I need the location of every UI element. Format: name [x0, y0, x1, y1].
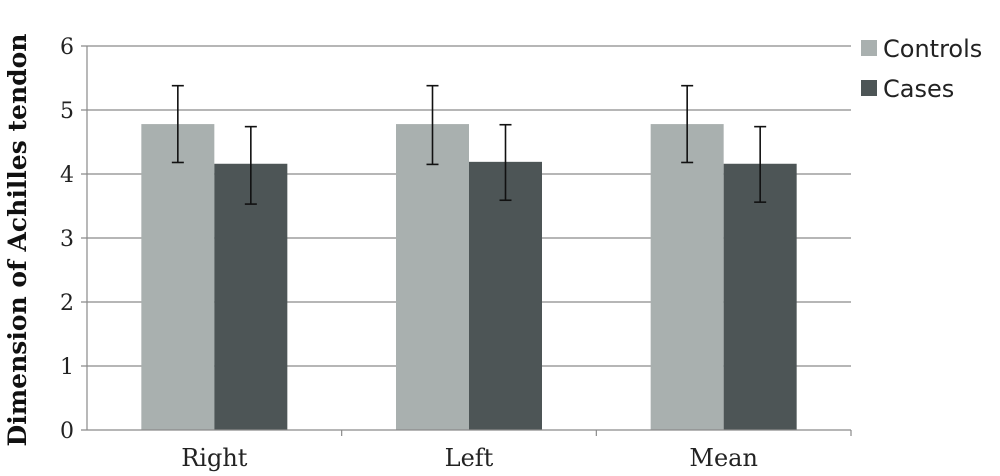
x-tick-label: Mean [689, 444, 758, 472]
x-tick-label: Right [181, 444, 248, 472]
bar [396, 124, 469, 430]
y-tick-label: 6 [60, 35, 74, 60]
y-tick-label: 5 [60, 99, 74, 124]
bar [723, 163, 797, 430]
legend: Controls Cases [861, 35, 982, 103]
legend-label: Controls [883, 35, 982, 63]
y-tick-label: 0 [60, 419, 74, 444]
error-bars [171, 84, 767, 205]
bars [141, 124, 797, 430]
legend-swatch [861, 40, 877, 56]
y-tick-label: 1 [60, 355, 74, 380]
axes: 0 1 2 3 4 5 6 Right Left Mean [60, 35, 852, 472]
y-tick-label: 4 [60, 163, 74, 188]
x-tick-label: Left [445, 444, 494, 472]
legend-label: Cases [883, 75, 954, 103]
bar [650, 124, 724, 430]
y-tick-label: 3 [60, 227, 74, 252]
bar [141, 124, 215, 430]
bar [469, 161, 542, 430]
legend-swatch [861, 80, 877, 96]
y-axis-label: Dimension of Achilles tendon [3, 34, 32, 447]
bar [214, 163, 288, 430]
y-tick-label: 2 [60, 291, 74, 316]
